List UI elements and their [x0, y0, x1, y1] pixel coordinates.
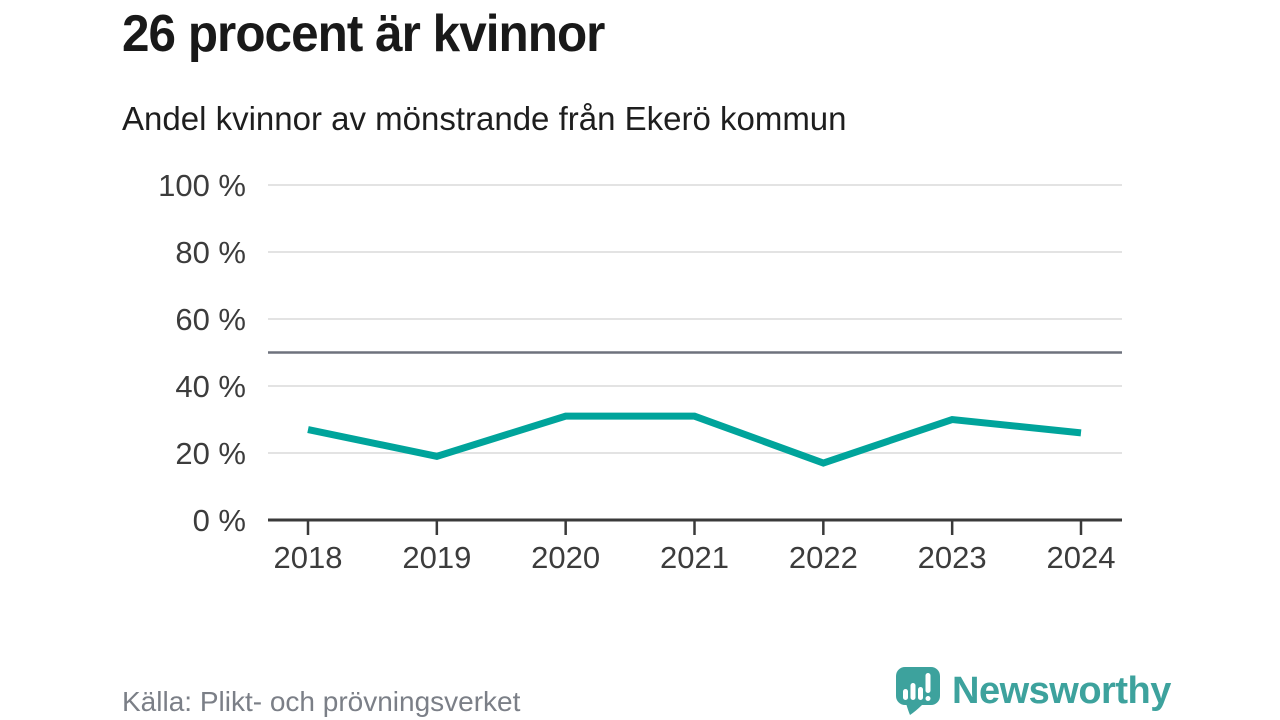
y-tick-label: 20 %	[175, 436, 246, 471]
x-tick-label: 2021	[660, 540, 729, 575]
trend-line	[307, 412, 1082, 467]
x-tick-label: 2020	[531, 540, 600, 575]
x-tick-label: 2023	[918, 540, 987, 575]
y-tick-label: 80 %	[175, 235, 246, 270]
x-tick-label: 2019	[402, 540, 471, 575]
newsworthy-logo: Newsworthy	[895, 663, 1171, 719]
line-chart: 0 % 20 % 40 % 60 % 80 % 100 % 2018 2019 2020 2021…	[158, 168, 1122, 575]
y-tick-label: 40 %	[175, 369, 246, 404]
chart-title: 26 procent är kvinnor	[122, 5, 605, 63]
x-tick-label: 2024	[1047, 540, 1116, 575]
x-tick-label: 2022	[789, 540, 858, 575]
newsworthy-logo-icon	[896, 666, 940, 715]
x-tick-label: 2018	[274, 540, 343, 575]
y-tick-label: 0 %	[193, 503, 246, 538]
newsworthy-logo-text: Newsworthy	[952, 669, 1171, 712]
source-note: Källa: Plikt- och prövningsverket	[122, 686, 521, 717]
chart-subtitle: Andel kvinnor av mönstrande från Ekerö k…	[122, 100, 847, 137]
y-tick-label: 60 %	[175, 302, 246, 337]
y-tick-label: 100 %	[158, 168, 246, 203]
